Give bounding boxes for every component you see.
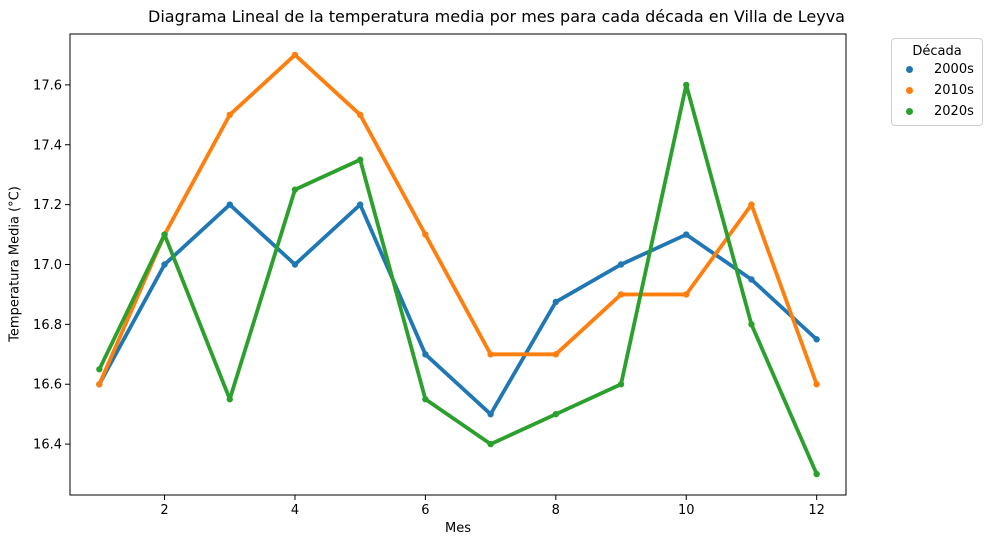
x-tick-label-2: 2 <box>160 503 168 518</box>
data-point-2020s-10 <box>683 81 690 89</box>
data-point-2000s-11 <box>748 276 755 283</box>
legend-item-2020s: 2020s <box>892 101 982 122</box>
data-point-2010s-5 <box>356 111 364 119</box>
legend-marker-2010s <box>906 87 913 94</box>
y-axis-label: Temperatura Media (°C) <box>7 186 23 342</box>
legend-item-2000s: 2000s <box>892 59 982 80</box>
legend-marker-2000s <box>906 66 913 73</box>
chart-title: Diagrama Lineal de la temperatura media … <box>148 7 845 26</box>
legend-title: Década <box>912 44 962 59</box>
x-tick-label-4: 4 <box>291 503 299 518</box>
data-point-2010s-1 <box>96 381 103 388</box>
data-point-2020s-7 <box>487 440 494 448</box>
y-tick-label-5: 17.4 <box>33 138 62 153</box>
data-point-2010s-4 <box>291 51 299 59</box>
series-line-2010s <box>97 53 819 387</box>
data-point-2020s-8 <box>552 410 560 418</box>
legend-label-2010s: 2010s <box>934 83 974 98</box>
x-tick-label-10: 10 <box>678 503 695 518</box>
data-point-2020s-3 <box>226 396 233 403</box>
data-point-2010s-10 <box>683 291 690 298</box>
data-point-2020s-4 <box>291 186 299 193</box>
data-point-2010s-8 <box>552 351 560 358</box>
data-point-2000s-12 <box>813 336 820 343</box>
series-line-2000s <box>97 202 819 417</box>
data-point-2020s-1 <box>96 366 103 373</box>
data-point-2010s-9 <box>617 291 625 298</box>
data-point-2000s-3 <box>226 201 233 208</box>
legend-label-2000s: 2000s <box>934 62 974 77</box>
series-layer <box>96 51 820 478</box>
x-axis-label: Mes <box>445 521 471 536</box>
data-point-2000s-5 <box>356 201 364 208</box>
data-point-2020s-12 <box>813 470 820 478</box>
data-point-2020s-9 <box>617 381 625 388</box>
data-point-2000s-2 <box>161 261 168 268</box>
legend-label-2020s: 2020s <box>934 104 974 119</box>
data-point-2000s-8 <box>552 298 560 306</box>
x-tick-label-6: 6 <box>421 503 429 518</box>
data-point-2000s-4 <box>291 261 299 268</box>
y-tick-label-4: 17.2 <box>33 198 62 213</box>
data-point-2020s-11 <box>748 321 755 328</box>
y-tick-label-0: 16.4 <box>33 438 62 453</box>
y-tick-label-6: 17.6 <box>33 78 62 93</box>
data-point-2000s-10 <box>683 231 690 238</box>
data-point-2000s-6 <box>422 351 429 358</box>
data-point-2000s-7 <box>487 410 494 418</box>
x-tick-label-8: 8 <box>552 503 560 518</box>
y-tick-label-1: 16.6 <box>33 378 62 393</box>
data-point-2010s-11 <box>748 201 755 208</box>
data-point-2010s-3 <box>226 111 233 119</box>
legend-marker-2020s <box>906 108 913 115</box>
y-tick-label-3: 17.0 <box>33 258 62 273</box>
legend: Década 2000s 2010s 2020s <box>891 38 983 126</box>
data-point-2010s-6 <box>422 231 429 238</box>
data-point-2010s-12 <box>813 381 820 388</box>
legend-item-2010s: 2010s <box>892 80 982 101</box>
series-line-2020s <box>97 82 819 476</box>
y-tick-label-2: 16.8 <box>33 318 62 333</box>
x-tick-label-12: 12 <box>808 503 825 518</box>
data-point-2020s-5 <box>356 156 364 163</box>
axes-layer: 2 4 6 8 10 12 16.4 16.6 16.8 17.0 17.2 17.4 17.6 <box>33 33 847 518</box>
data-point-2000s-9 <box>617 261 625 268</box>
data-point-2020s-2 <box>161 231 168 238</box>
data-point-2010s-7 <box>487 351 494 358</box>
data-point-2020s-6 <box>422 396 429 403</box>
